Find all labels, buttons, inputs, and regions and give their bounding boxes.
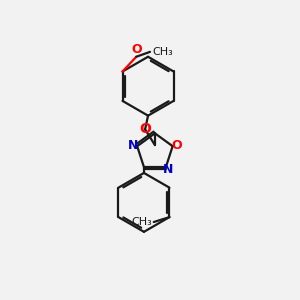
Text: N: N [128,139,138,152]
Text: CH₃: CH₃ [131,217,152,227]
Text: O: O [131,43,142,56]
Text: O: O [139,122,151,136]
Text: N: N [163,164,173,176]
Text: CH₃: CH₃ [152,47,173,57]
Text: O: O [171,139,182,152]
